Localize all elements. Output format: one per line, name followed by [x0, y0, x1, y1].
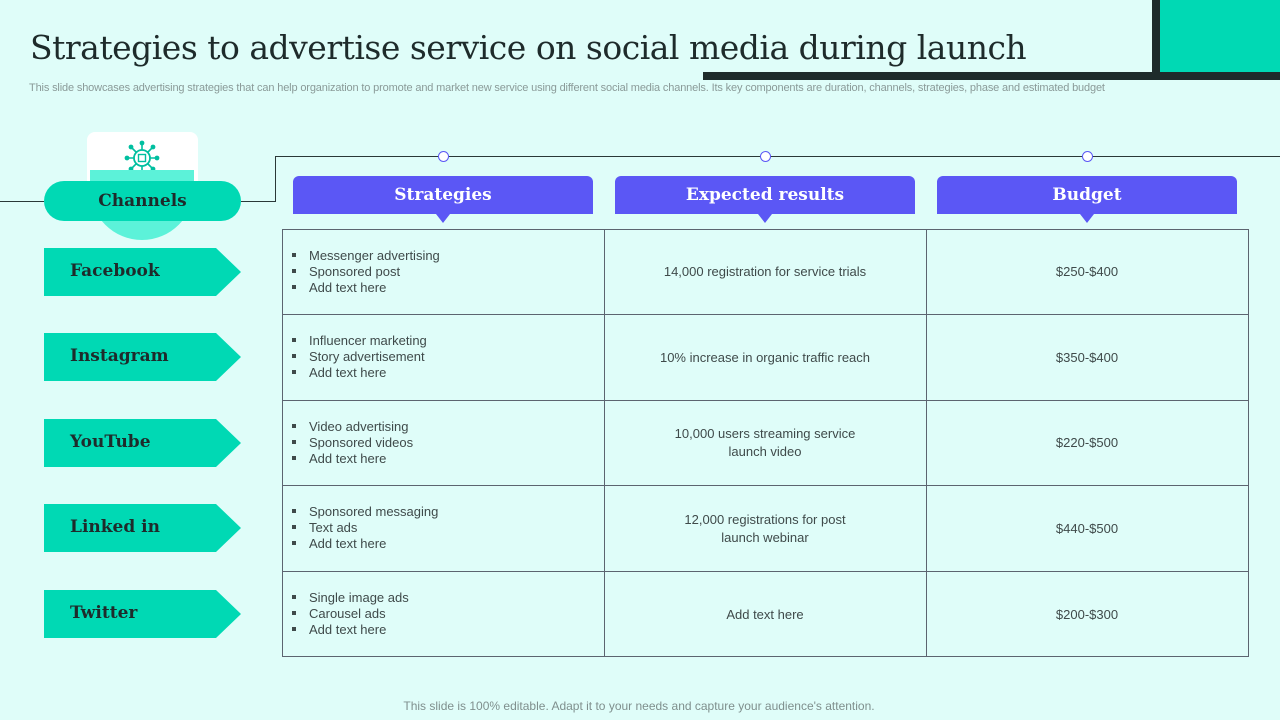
list-item: Add text here [292, 280, 440, 296]
row-divider [282, 485, 1249, 486]
connector-node [760, 151, 771, 162]
strategy-table [282, 229, 1249, 657]
strategy-list: Influencer marketing Story advertisement… [292, 333, 427, 381]
budget-value: $250-$400 [1055, 264, 1119, 279]
column-divider [926, 229, 927, 657]
strategy-list: Messenger advertising Sponsored post Add… [292, 248, 440, 296]
channel-twitter: Twitter [44, 590, 241, 638]
strategy-list: Single image ads Carousel ads Add text h… [292, 590, 409, 638]
column-divider [604, 229, 605, 657]
budget-value: $220-$500 [1055, 435, 1119, 450]
list-item: Sponsored messaging [292, 504, 438, 520]
expected-result: 14,000 registration for service trials [663, 264, 867, 279]
row-divider [282, 314, 1249, 315]
expected-result: 10% increase in organic traffic reach [659, 349, 871, 365]
connector-node [1082, 151, 1093, 162]
header-pointer [758, 214, 772, 223]
budget-value: $350-$400 [1055, 349, 1119, 365]
footer-note: This slide is 100% editable. Adapt it to… [403, 699, 875, 713]
column-header-strategies: Strategies [293, 176, 593, 214]
list-item: Add text here [292, 536, 438, 552]
channels-header: Channels [44, 181, 241, 221]
channel-instagram: Instagram [44, 333, 241, 381]
list-item: Add text here [292, 365, 427, 381]
list-item: Messenger advertising [292, 248, 440, 264]
connector-top [275, 156, 1280, 157]
connector-vertical [275, 156, 276, 202]
strategy-list: Sponsored messaging Text ads Add text he… [292, 504, 438, 552]
corner-decoration-teal [1160, 0, 1280, 72]
channel-facebook: Facebook [44, 248, 241, 296]
column-header-budget: Budget [937, 176, 1237, 214]
expected-result: 12,000 registrations for post launch web… [684, 511, 846, 545]
channel-youtube: YouTube [44, 419, 241, 467]
connector-left [0, 201, 44, 202]
list-item: Add text here [292, 451, 413, 467]
strategy-list: Video advertising Sponsored videos Add t… [292, 419, 413, 467]
budget-value: $440-$500 [1055, 520, 1119, 536]
budget-value: $200-$300 [1055, 606, 1119, 622]
list-item: Sponsored videos [292, 435, 413, 451]
row-divider [282, 400, 1249, 401]
header-pointer [1080, 214, 1094, 223]
list-item: Video advertising [292, 419, 413, 435]
list-item: Story advertisement [292, 349, 427, 365]
page-subtitle: This slide showcases advertising strateg… [29, 82, 1105, 94]
list-item: Carousel ads [292, 606, 409, 622]
list-item: Sponsored post [292, 264, 440, 280]
title-rule [703, 72, 1280, 80]
row-divider [282, 571, 1249, 572]
list-item: Influencer marketing [292, 333, 427, 349]
connector-node [438, 151, 449, 162]
page-title: Strategies to advertise service on socia… [30, 28, 1027, 67]
channel-linkedin: Linked in [44, 504, 241, 552]
expected-result: 10,000 users streaming service launch vi… [674, 426, 856, 459]
list-item: Single image ads [292, 590, 409, 606]
list-item: Text ads [292, 520, 438, 536]
connector-mid [241, 201, 275, 202]
list-item: Add text here [292, 622, 409, 638]
column-header-expected-results: Expected results [615, 176, 915, 214]
header-pointer [436, 214, 450, 223]
expected-result: Add text here [726, 606, 804, 622]
